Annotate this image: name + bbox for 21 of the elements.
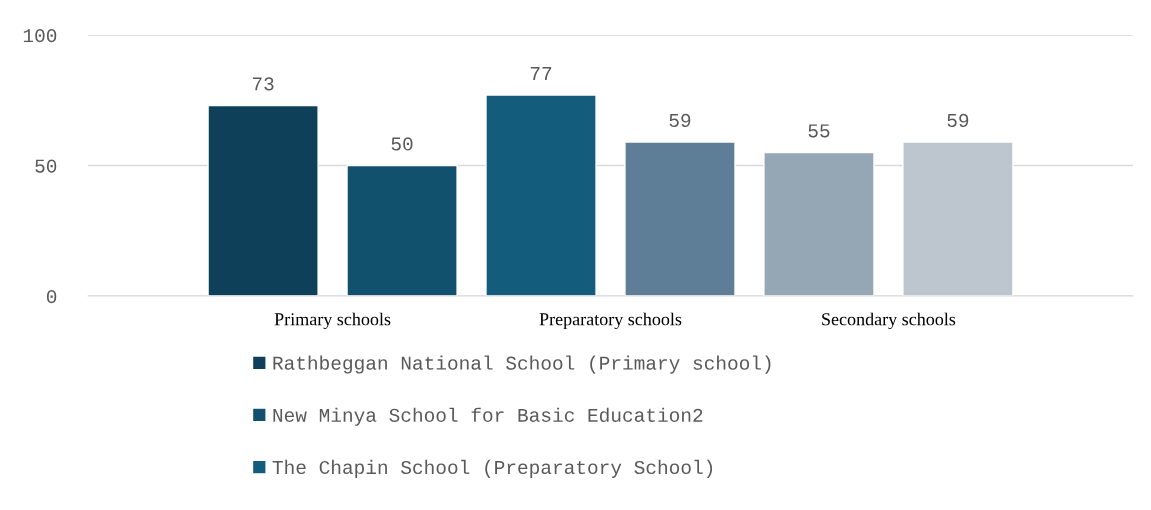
data-label: 55 bbox=[808, 124, 830, 138]
y-tick-label: 50 bbox=[35, 159, 57, 173]
data-label: 73 bbox=[252, 77, 274, 91]
y-tick-label: 100 bbox=[23, 29, 57, 43]
bar bbox=[902, 141, 1014, 296]
legend-label: New Minya School for Basic Education2 bbox=[273, 407, 703, 426]
legend-label: Rathbeggan National School (Primary school) bbox=[273, 355, 771, 374]
x-tick-label: Preparatory schools bbox=[539, 312, 682, 330]
data-label: 59 bbox=[947, 113, 969, 128]
bar bbox=[485, 94, 597, 296]
bar bbox=[207, 104, 319, 296]
bar bbox=[763, 151, 875, 296]
data-label: 59 bbox=[669, 113, 691, 128]
y-tick-label: 0 bbox=[46, 290, 57, 304]
bar bbox=[624, 141, 736, 296]
bar bbox=[346, 164, 458, 296]
data-label: 50 bbox=[391, 137, 413, 151]
x-tick-label: Secondary schools bbox=[822, 312, 956, 330]
legend-label: The Chapin School (Preparatory School) bbox=[272, 459, 713, 478]
x-tick-label: Primary schools bbox=[274, 312, 391, 330]
data-label: 77 bbox=[530, 67, 552, 80]
